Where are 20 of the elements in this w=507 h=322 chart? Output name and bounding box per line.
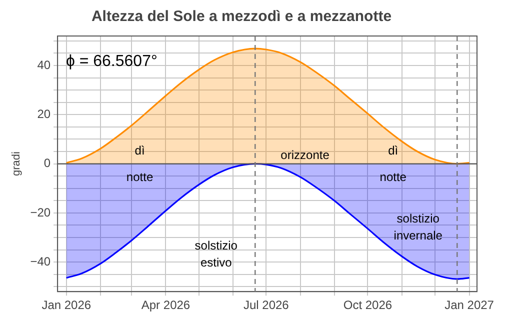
y-tick-label: 0 (44, 156, 51, 170)
x-tick-label: Jan 2027 (444, 298, 494, 312)
chart-title: Altezza del Sole a mezzodì e a mezzanotte (91, 8, 392, 26)
annotation: dì (388, 143, 398, 158)
annotation: notte (380, 170, 407, 184)
y-tick-label: 40 (37, 58, 51, 72)
x-tick-label: Jan 2026 (42, 298, 92, 312)
ref-line-label: orizzonte (280, 148, 330, 162)
x-tick-label: Apr 2026 (141, 298, 190, 312)
annotation: notte (126, 170, 154, 184)
y-tick-label: 20 (37, 106, 51, 121)
ref-line-label: solstizio invernale (394, 212, 443, 243)
ref-line-label: solstizio estivo (194, 238, 238, 270)
y-axis-title: gradi (10, 152, 23, 176)
y-tick-label: −40 (30, 254, 51, 268)
y-tick-label: −20 (30, 205, 51, 220)
annotation: ϕ = 66.5607° (66, 52, 158, 70)
annotation: dì (134, 143, 145, 158)
x-tick-label: Oct 2026 (343, 298, 392, 312)
x-tick-label: Jul 2026 (243, 298, 290, 312)
